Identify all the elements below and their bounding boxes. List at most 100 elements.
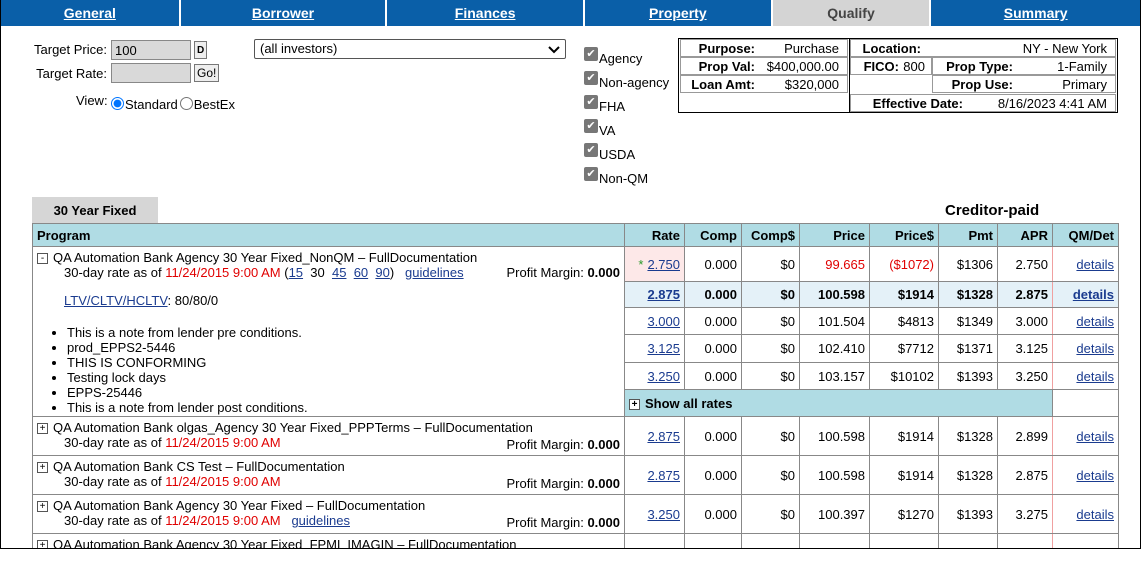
tab[interactable]: Property: [584, 0, 771, 26]
rate-link[interactable]: 3.000: [647, 313, 680, 329]
toggle[interactable]: -: [37, 253, 48, 264]
guidelines-link[interactable]: guidelines: [405, 265, 464, 280]
column-header: QM/Det: [1052, 223, 1119, 247]
toggle[interactable]: +: [37, 501, 48, 512]
program-title: + QA Automation Bank Agency 30 Year Fixed…: [37, 537, 620, 548]
checkbox[interactable]: ✔: [584, 47, 598, 61]
program-name: QA Automation Bank CS Test – FullDocumen…: [53, 459, 345, 474]
checkbox-label: Non-QM: [599, 171, 649, 186]
target-price-input[interactable]: 100: [111, 40, 191, 60]
cell-value: 3.275: [1015, 506, 1048, 522]
cell-value: 0.000: [704, 256, 737, 272]
toggle[interactable]: +: [37, 540, 48, 548]
rate-cell: 0.000: [684, 455, 742, 495]
program-cell: + QA Automation Bank Agency 30 Year Fixed…: [32, 494, 625, 534]
rate-cell: 2.875: [624, 416, 685, 456]
empty-cell: [1052, 389, 1119, 417]
cell-value: 0.000: [704, 428, 737, 444]
details-link[interactable]: details: [1076, 256, 1114, 272]
rate-cell: 0.000: [684, 494, 742, 534]
radio[interactable]: [111, 96, 124, 110]
margin-value: 0.000: [587, 265, 620, 280]
cell-value: $0: [780, 341, 795, 356]
rate-cell: $1270: [869, 494, 939, 534]
product-tab[interactable]: 30 Year Fixed: [32, 197, 158, 223]
rate-link[interactable]: 3.125: [647, 341, 680, 356]
tab[interactable]: General: [1, 0, 179, 26]
value: Primary: [1062, 76, 1107, 92]
rate-cell: 2.875: [997, 455, 1053, 495]
column-header: Comp$: [741, 223, 800, 247]
rate-cell: 3.250: [624, 362, 685, 390]
rate-cell: $1914: [869, 455, 939, 495]
checkbox-option[interactable]: ✔ Non-QM: [584, 167, 648, 186]
rate-cell: 3.275: [997, 494, 1053, 534]
lock-day-link[interactable]: 15: [288, 265, 304, 280]
rate-link[interactable]: 2.875: [647, 467, 680, 483]
lock-day-link[interactable]: 30: [310, 265, 325, 280]
checkbox[interactable]: ✔: [584, 95, 598, 109]
checkbox-label: VA: [599, 123, 616, 138]
details-link[interactable]: details: [1076, 341, 1114, 356]
lock-day-link[interactable]: 60: [353, 265, 369, 280]
d-button[interactable]: D: [194, 41, 208, 59]
program-title: - QA Automation Bank Agency 30 Year Fixed…: [37, 250, 620, 265]
label: Purpose:: [698, 40, 755, 56]
results-table: Program Rate Comp Comp$ Price Price$ Pmt APR QM/…: [32, 223, 1119, 548]
rate-date: 11/24/2015 9:00 AM: [165, 513, 281, 528]
investor-select[interactable]: (all investors): [254, 39, 566, 59]
toggle[interactable]: +: [37, 423, 48, 434]
radio-option[interactable]: Standard: [111, 94, 178, 112]
radio[interactable]: [179, 96, 193, 110]
tab[interactable]: Summary: [931, 0, 1140, 26]
go-button[interactable]: Go!: [194, 64, 220, 82]
checkbox-option[interactable]: ✔ Agency: [584, 47, 642, 66]
tab[interactable]: Finances: [387, 0, 583, 26]
view-options: Standard BestEx: [111, 94, 237, 112]
cell-value: 99.665: [825, 256, 865, 272]
details-link[interactable]: details: [1076, 467, 1114, 483]
target-rate-input[interactable]: [111, 63, 191, 83]
checkbox-option[interactable]: ✔ USDA: [584, 143, 635, 162]
rate-cell: $0: [741, 455, 800, 495]
toggle[interactable]: +: [37, 462, 48, 473]
rate-cell: 3.000: [624, 307, 685, 335]
rate-cell: 100.598: [799, 455, 870, 495]
rate-row: 3.125 0.000 $0 102.410 $7712 $1371 3.125 detail…: [33, 334, 1119, 363]
cell-value: $4813: [897, 313, 934, 329]
rate-link[interactable]: 3.250: [647, 506, 680, 522]
empty-cell: [938, 533, 998, 548]
checkbox[interactable]: ✔: [584, 119, 598, 133]
radio-option[interactable]: BestEx: [179, 94, 235, 112]
details-link[interactable]: details: [1076, 506, 1114, 522]
cell-value: $0: [780, 313, 795, 329]
checkbox[interactable]: ✔: [584, 143, 598, 157]
ltv-line: LTV/CLTV/HCLTV: 80/80/0: [37, 293, 620, 308]
toggle[interactable]: +: [629, 398, 640, 410]
show-all-cell[interactable]: + Show all rates: [624, 389, 1053, 417]
details-link[interactable]: details: [1072, 287, 1114, 302]
cell-value: 0.000: [704, 368, 737, 384]
tab[interactable]: Borrower: [180, 0, 386, 26]
lock-bracket: ): [389, 265, 395, 280]
rate-link[interactable]: 2.875: [647, 287, 680, 302]
rate-link[interactable]: 2.875: [647, 428, 680, 444]
rate-cell: $0: [741, 416, 800, 456]
lock-day-link[interactable]: 45: [331, 265, 347, 280]
checkbox-option[interactable]: ✔ FHA: [584, 95, 625, 114]
tab[interactable]: Qualify: [772, 0, 930, 26]
rate-line: 30-day rate as of 11/24/2015 9:00 AM gui…: [37, 513, 620, 530]
details-link[interactable]: details: [1076, 313, 1114, 329]
checkbox-option[interactable]: ✔ VA: [584, 119, 615, 138]
ltv-link[interactable]: LTV/CLTV/HCLTV: [64, 293, 168, 308]
checkbox[interactable]: ✔: [584, 71, 598, 85]
checkbox-option[interactable]: ✔ Non-agency: [584, 71, 669, 90]
rate-link[interactable]: 2.750: [647, 256, 680, 272]
details-link[interactable]: details: [1076, 428, 1114, 444]
checkbox[interactable]: ✔: [584, 167, 598, 181]
details-link[interactable]: details: [1076, 368, 1114, 384]
rate-cell: $1914: [869, 281, 939, 308]
guidelines-link[interactable]: guidelines: [291, 513, 350, 528]
rate-link[interactable]: 3.250: [647, 368, 680, 384]
lock-day-link[interactable]: 90: [375, 265, 390, 280]
